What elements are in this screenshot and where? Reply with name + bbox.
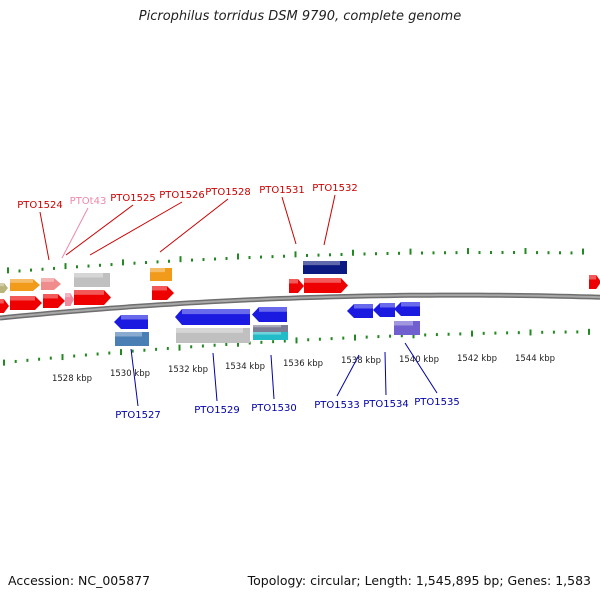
genome-backbone-highlight — [0, 294, 600, 319]
gene-arrow — [289, 279, 304, 293]
scale-label: 1536 kbp — [283, 359, 323, 369]
leader-line — [270, 354, 275, 400]
gene-arrow — [175, 309, 250, 325]
scale-label: 1544 kbp — [515, 354, 555, 364]
leader-line — [65, 204, 134, 256]
gene-arrow — [74, 273, 110, 287]
leader-line — [212, 352, 218, 402]
label-PTO1529: PTO1529 — [194, 405, 239, 416]
genome-summary: Topology: circular; Length: 1,545,895 bp… — [247, 573, 591, 588]
gene-arrow — [43, 294, 65, 308]
scale-label: 1538 kbp — [341, 356, 381, 366]
gene-arrow — [41, 278, 61, 290]
map-title: Picrophilus torridus DSM 9790, complete … — [138, 9, 462, 24]
leader-line — [89, 201, 183, 256]
scale-label: 1542 kbp — [457, 354, 497, 364]
gene-arrow — [347, 304, 373, 318]
gene-arrow — [10, 296, 42, 310]
leader-line — [384, 351, 387, 396]
gene-arrow — [0, 299, 9, 313]
label-PTO1533: PTO1533 — [314, 400, 359, 411]
label-PTOt43: PTOt43 — [70, 196, 107, 207]
scale-label: 1528 kbp — [52, 374, 92, 384]
label-PTO1535: PTO1535 — [414, 397, 459, 408]
leader-line — [281, 196, 297, 245]
leader-line — [159, 198, 229, 253]
scale-ticks — [3, 248, 590, 366]
label-PTO1524: PTO1524 — [17, 200, 62, 211]
gene-arrow — [115, 332, 149, 346]
gene-arrow — [373, 303, 395, 317]
label-PTO1531: PTO1531 — [259, 185, 304, 196]
label-PTO1532: PTO1532 — [312, 183, 357, 194]
gene-arrow — [253, 332, 288, 340]
label-PTO1527: PTO1527 — [115, 410, 160, 421]
gene-arrow — [10, 279, 40, 291]
scale-label: 1532 kbp — [168, 365, 208, 375]
gene-arrow — [0, 283, 8, 293]
leader-line — [336, 354, 360, 397]
scale-label: 1540 kbp — [399, 355, 439, 365]
leader-line — [61, 207, 89, 259]
gene-arrow — [253, 325, 288, 332]
label-PTO1530: PTO1530 — [251, 403, 296, 414]
gene-arrow — [589, 275, 600, 289]
label-PTO1534: PTO1534 — [363, 399, 408, 410]
gene-arrow — [176, 328, 250, 343]
label-PTO1526: PTO1526 — [159, 190, 204, 201]
label-PTO1528: PTO1528 — [205, 187, 250, 198]
gene-arrow — [252, 307, 287, 322]
gene-arrow — [304, 278, 348, 293]
leader-line — [323, 194, 336, 246]
leader-line — [130, 348, 139, 407]
scale-label: 1530 kbp — [110, 369, 150, 379]
leader-line — [39, 211, 50, 261]
gene-arrow — [394, 321, 420, 335]
gene-arrow — [74, 290, 111, 305]
gene-arrow-pseudo — [65, 293, 74, 306]
gene-arrow — [114, 315, 148, 329]
gene-arrow — [303, 261, 347, 274]
gene-arrow — [150, 268, 172, 281]
label-PTO1525: PTO1525 — [110, 193, 155, 204]
gene-arrow — [152, 286, 174, 300]
gene-arrow — [394, 302, 420, 316]
accession-label: Accession: NC_005877 — [8, 573, 151, 588]
leader-line — [404, 342, 438, 394]
scale-label: 1534 kbp — [225, 362, 265, 372]
